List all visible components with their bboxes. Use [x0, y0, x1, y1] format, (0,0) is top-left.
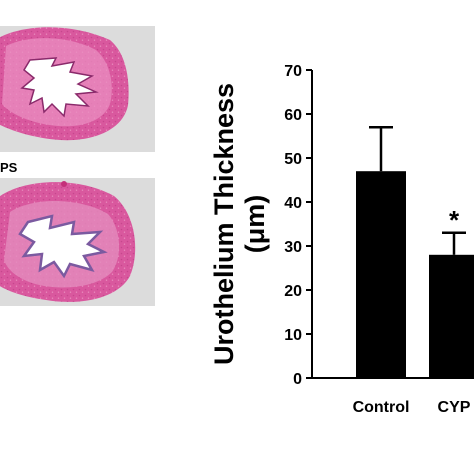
- y-tick-label: 60: [284, 107, 302, 124]
- x-axis-labels: Control CYP: [353, 399, 471, 416]
- y-tick-label: 10: [284, 327, 302, 344]
- y-tick-label: 20: [284, 283, 302, 300]
- y-tick-label: 40: [284, 195, 302, 212]
- x-tick-label-control: Control: [353, 399, 410, 416]
- y-tick-label: 50: [284, 151, 302, 168]
- x-tick-label-cyp: CYP: [438, 399, 471, 416]
- y-axis-title-line2: (μm): [240, 195, 270, 254]
- y-axis-ticks: 0 10 20 30 40 50 60 70: [284, 63, 312, 388]
- bar-cyp: [429, 254, 474, 378]
- bar-control: [356, 171, 406, 378]
- bar-chart: Urothelium Thickness (μm) 0 10 20 30 40 50 60 7…: [209, 63, 474, 416]
- y-tick-label: 70: [284, 63, 302, 80]
- y-tick-label: 0: [293, 371, 302, 388]
- histology-image-top: [0, 26, 155, 152]
- y-axis-title-line1: Urothelium Thickness: [209, 83, 239, 365]
- significance-marker: *: [449, 205, 460, 235]
- bars: *: [356, 125, 474, 378]
- y-tick-label: 30: [284, 239, 302, 256]
- panel-label-bottom: PS: [0, 160, 18, 175]
- histology-image-bottom: [0, 178, 155, 306]
